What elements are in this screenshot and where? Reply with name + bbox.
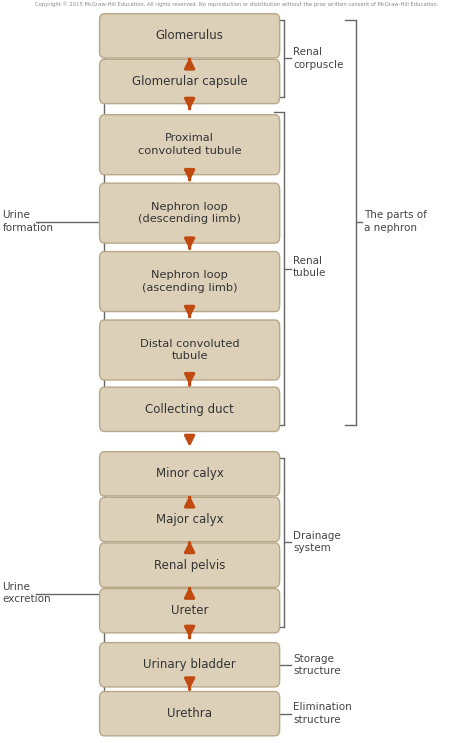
Text: Urine
excretion: Urine excretion <box>2 582 51 604</box>
Text: Renal
tubule: Renal tubule <box>293 256 326 279</box>
Text: Renal
corpuscle: Renal corpuscle <box>293 48 343 70</box>
FancyBboxPatch shape <box>100 643 280 687</box>
FancyBboxPatch shape <box>100 13 280 58</box>
FancyBboxPatch shape <box>100 320 280 380</box>
Text: The parts of
a nephron: The parts of a nephron <box>364 210 427 233</box>
Text: Drainage
system: Drainage system <box>293 531 341 554</box>
Text: Glomerulus: Glomerulus <box>155 29 224 42</box>
FancyBboxPatch shape <box>100 252 280 311</box>
Text: Ureter: Ureter <box>171 604 209 617</box>
Text: Collecting duct: Collecting duct <box>145 403 234 416</box>
FancyBboxPatch shape <box>100 497 280 542</box>
Text: Distal convoluted
tubule: Distal convoluted tubule <box>140 339 239 361</box>
FancyBboxPatch shape <box>100 114 280 175</box>
Text: Urine
formation: Urine formation <box>2 210 54 233</box>
FancyBboxPatch shape <box>100 588 280 633</box>
Text: Minor calyx: Minor calyx <box>155 467 224 480</box>
FancyBboxPatch shape <box>100 692 280 736</box>
Text: Nephron loop
(ascending limb): Nephron loop (ascending limb) <box>142 270 237 293</box>
Text: Major calyx: Major calyx <box>156 513 223 526</box>
FancyBboxPatch shape <box>100 59 280 103</box>
Text: Renal pelvis: Renal pelvis <box>154 559 225 571</box>
FancyBboxPatch shape <box>100 183 280 243</box>
Text: Elimination
structure: Elimination structure <box>293 702 352 725</box>
Text: Urinary bladder: Urinary bladder <box>143 658 236 671</box>
Text: Glomerular capsule: Glomerular capsule <box>132 75 247 88</box>
FancyBboxPatch shape <box>100 543 280 587</box>
Text: Urethra: Urethra <box>167 707 212 720</box>
Text: Proximal
convoluted tubule: Proximal convoluted tubule <box>138 134 241 156</box>
FancyBboxPatch shape <box>100 452 280 496</box>
Text: Storage
structure: Storage structure <box>293 654 340 676</box>
FancyBboxPatch shape <box>100 387 280 432</box>
Text: Nephron loop
(descending limb): Nephron loop (descending limb) <box>138 202 241 224</box>
Text: Copyright © 2015 McGraw-Hill Education. All rights reserved. No reproduction or : Copyright © 2015 McGraw-Hill Education. … <box>35 1 439 7</box>
